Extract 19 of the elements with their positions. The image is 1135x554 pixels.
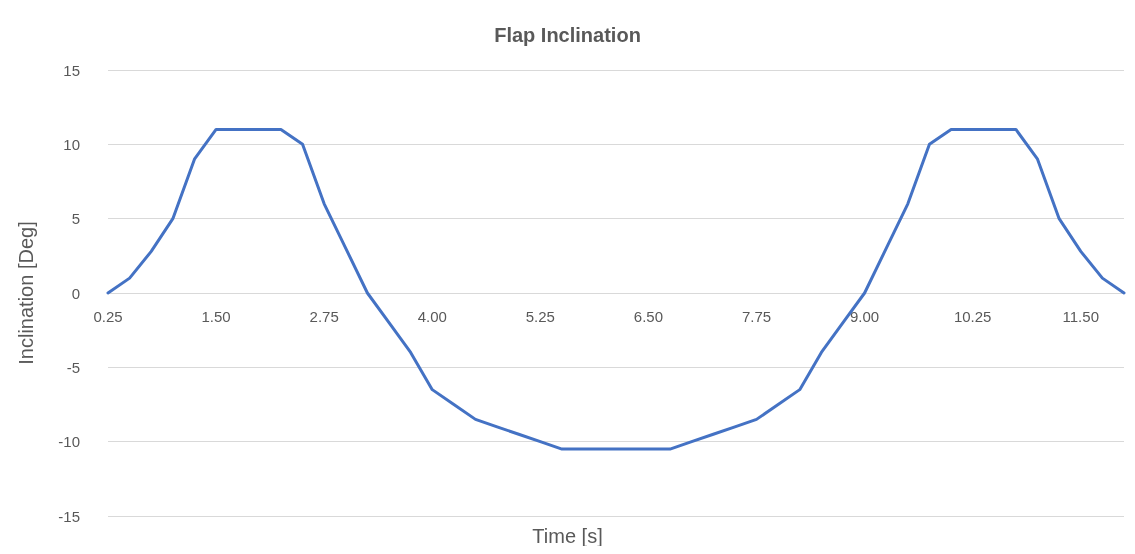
x-tick-label: 0.25 (93, 308, 123, 325)
y-axis-title: Inclination [Deg] (15, 221, 37, 365)
x-tick-label: 7.75 (741, 308, 772, 325)
chart-title: Flap Inclination (494, 24, 641, 46)
x-tick-label: 6.50 (633, 308, 664, 325)
y-tick-label: -15 (58, 507, 80, 525)
x-tick-label: 10.25 (953, 308, 992, 325)
x-tick-label: 2.75 (309, 308, 339, 325)
x-tick-label: 4.00 (417, 308, 447, 325)
y-tick-label: 15 (63, 61, 80, 79)
y-tick-label: -5 (66, 358, 80, 376)
x-tick-label: 1.50 (201, 308, 231, 325)
y-tick-label: 10 (63, 135, 80, 153)
x-tick-label: 9.00 (849, 308, 880, 325)
y-tick-label: 5 (71, 210, 80, 228)
x-tick-label: 5.25 (525, 308, 555, 325)
y-tick-label: -10 (58, 433, 80, 451)
y-tick-label: 0 (71, 284, 80, 302)
x-tick-label: 11.50 (1062, 308, 1099, 325)
